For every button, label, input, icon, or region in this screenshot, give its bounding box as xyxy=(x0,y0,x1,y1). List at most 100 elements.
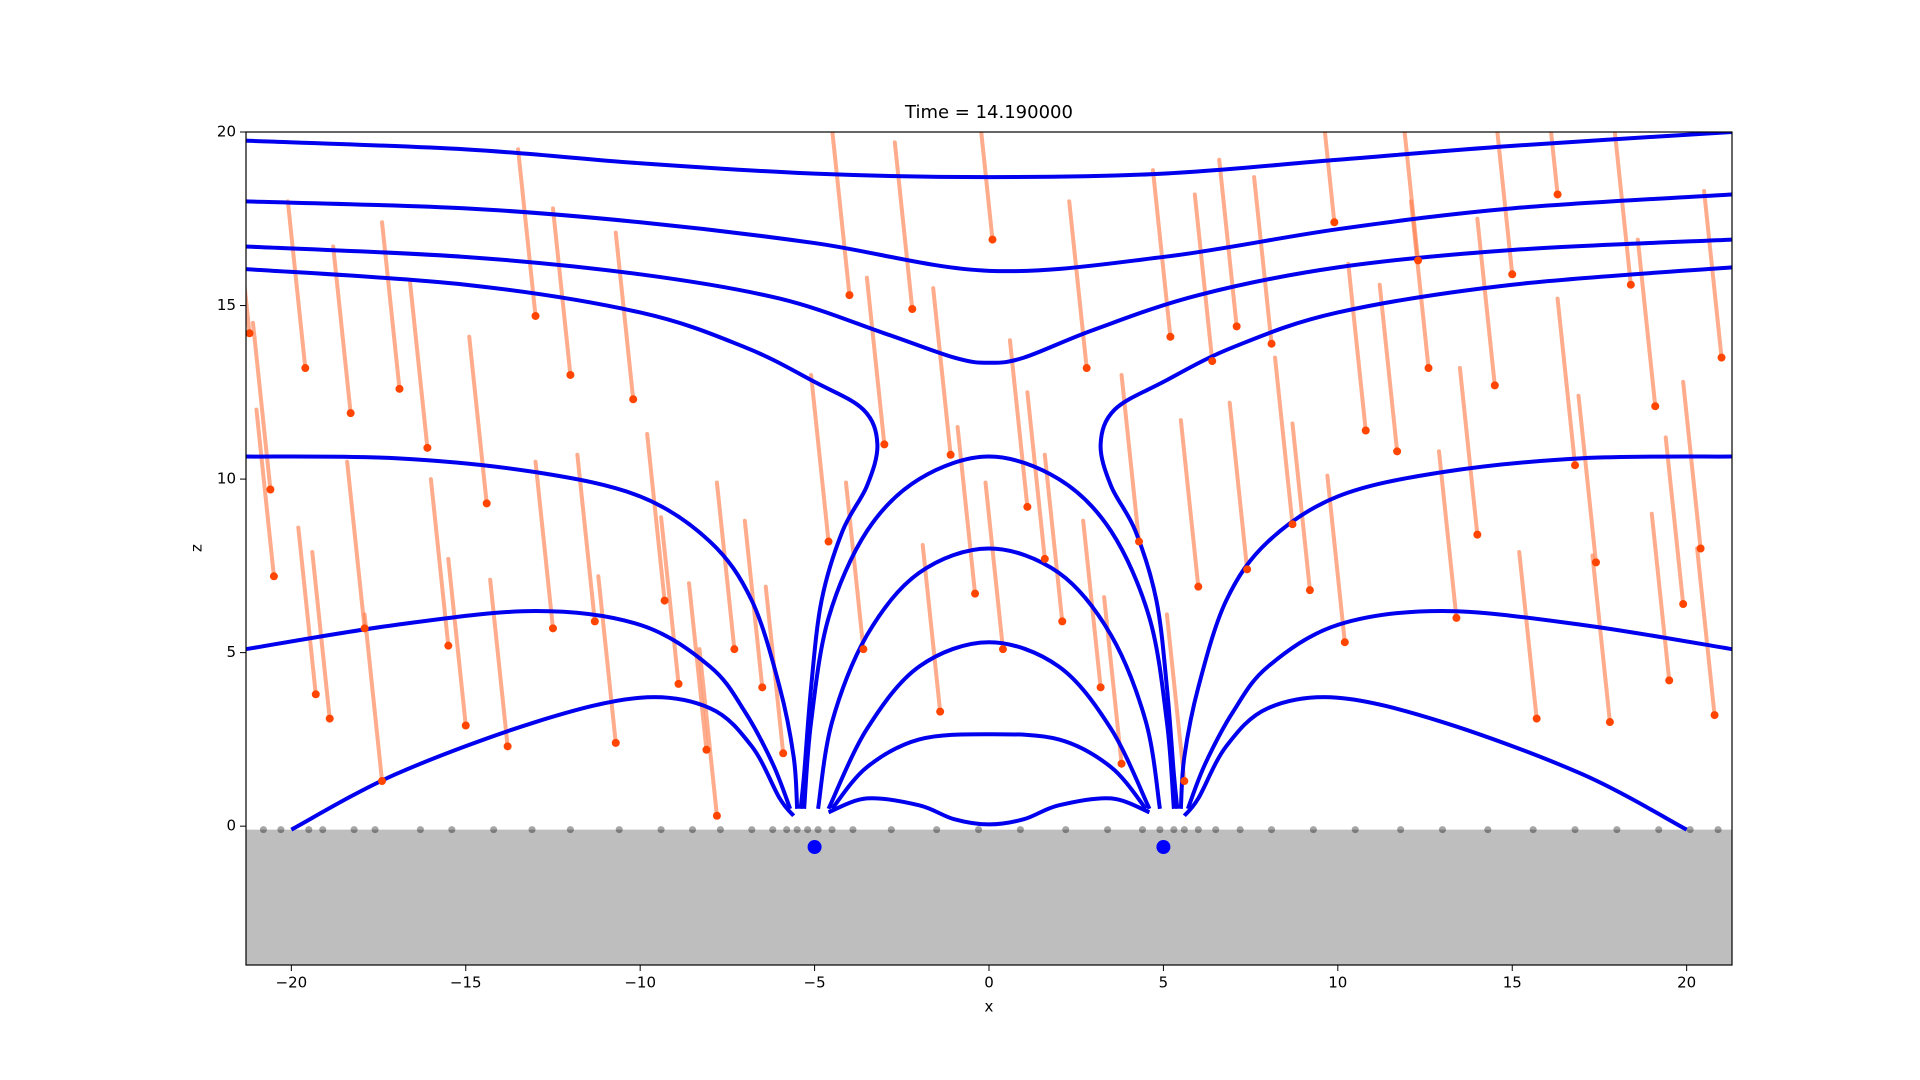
particle xyxy=(246,329,254,338)
particle xyxy=(1330,218,1339,227)
surface-particle xyxy=(1397,826,1405,834)
ground xyxy=(246,829,1732,965)
particle xyxy=(1473,530,1482,539)
particle xyxy=(269,572,278,581)
particle-trail xyxy=(809,372,831,544)
particle xyxy=(730,645,739,654)
surface-particle xyxy=(1104,826,1112,834)
particle xyxy=(301,364,310,373)
particle xyxy=(988,235,997,244)
particle-trail xyxy=(1495,132,1515,277)
particle-trail xyxy=(830,132,852,298)
particle xyxy=(1626,280,1635,289)
particle-trail xyxy=(345,459,367,631)
surface-particle xyxy=(804,826,812,834)
particle xyxy=(1452,613,1461,622)
particle-trail xyxy=(1649,511,1672,683)
particle-trail xyxy=(1025,390,1047,561)
particle xyxy=(1232,322,1241,331)
particle xyxy=(1340,638,1349,647)
field-line xyxy=(826,640,1152,810)
particle-trail xyxy=(1192,192,1215,364)
particle-trail xyxy=(1377,282,1400,454)
particle-trail xyxy=(331,244,353,416)
surface-particle xyxy=(1529,826,1537,834)
particle xyxy=(1651,402,1660,411)
particle xyxy=(461,721,470,730)
field-line xyxy=(830,732,1148,811)
particle xyxy=(1288,520,1297,529)
particle xyxy=(1414,256,1423,265)
particle xyxy=(360,624,369,633)
particle-trail xyxy=(285,199,308,371)
particle-trail xyxy=(1695,546,1717,718)
particle xyxy=(998,645,1007,654)
particle xyxy=(1665,676,1674,685)
surface-particle xyxy=(528,826,536,834)
particle xyxy=(779,749,788,758)
particle xyxy=(482,499,491,508)
surface-particle xyxy=(448,826,456,834)
particle xyxy=(1532,714,1541,723)
particle-trail xyxy=(687,581,709,752)
particle xyxy=(378,777,387,786)
particle-trail xyxy=(1042,452,1065,624)
surface-particle xyxy=(1613,826,1621,834)
surface-particle xyxy=(319,826,327,834)
particle xyxy=(712,811,721,820)
particle-trail xyxy=(979,132,995,242)
particle-trail xyxy=(1409,199,1431,371)
particle-trail xyxy=(1273,355,1295,527)
particle-trail xyxy=(697,647,719,818)
particle xyxy=(566,370,575,379)
particle xyxy=(880,440,889,449)
particle-trail xyxy=(362,612,385,784)
particle xyxy=(423,443,432,452)
particle-trail xyxy=(659,515,681,686)
surface-particle xyxy=(793,826,801,834)
field-line xyxy=(246,267,880,810)
particle-trail xyxy=(467,334,489,506)
particle-trail xyxy=(1178,418,1201,589)
surface-particle xyxy=(1686,826,1694,834)
particle xyxy=(908,305,917,314)
particle xyxy=(311,690,320,699)
particle xyxy=(660,596,669,605)
particle-trail xyxy=(1227,400,1250,572)
particle-trail xyxy=(1576,393,1598,565)
surface-particle xyxy=(1138,826,1146,834)
particle-trail xyxy=(920,543,943,714)
surface-particle xyxy=(1309,826,1317,834)
surface-particle xyxy=(1571,826,1579,834)
surface-particle xyxy=(1438,826,1446,834)
particle xyxy=(1082,364,1091,373)
particle xyxy=(1591,558,1600,567)
surface-particle xyxy=(688,826,696,834)
axes: −20 −15 −10 −5 0 5 10 15 20 0 5 10 15 20 xyxy=(217,123,1696,992)
surface-particle xyxy=(769,826,777,834)
particle xyxy=(1194,582,1203,591)
particle xyxy=(674,679,683,688)
particle xyxy=(1361,426,1370,435)
particle xyxy=(590,617,599,626)
particle xyxy=(1571,461,1580,470)
particle xyxy=(629,395,638,404)
particle-trail xyxy=(250,320,273,492)
particle xyxy=(1134,537,1143,546)
surface-particle xyxy=(1484,826,1492,834)
particle xyxy=(845,291,854,300)
particle-trail xyxy=(596,574,618,745)
field-line xyxy=(246,237,1732,365)
surface-particle xyxy=(748,826,756,834)
particle xyxy=(1679,600,1688,609)
surface-particle xyxy=(416,826,424,834)
particle-trail xyxy=(1164,612,1187,784)
particle-trail xyxy=(1346,261,1368,433)
surface-particle xyxy=(1268,826,1276,834)
particle xyxy=(444,641,453,650)
field-line xyxy=(1182,695,1688,832)
particle xyxy=(1605,718,1614,727)
x-tick-label: −10 xyxy=(624,974,656,992)
particle-trail xyxy=(254,407,276,579)
